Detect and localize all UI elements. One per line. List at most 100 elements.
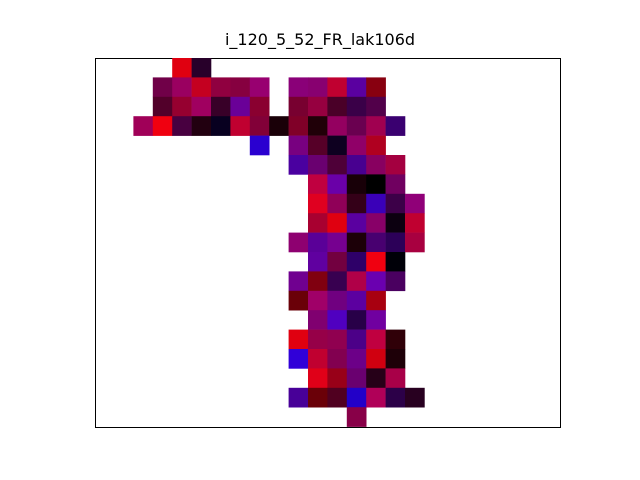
heatmap-cell (346, 310, 367, 330)
heatmap-cell (133, 116, 154, 136)
heatmap-cell (230, 77, 251, 98)
heatmap-cell (366, 193, 386, 214)
heatmap-cell (385, 232, 406, 253)
heatmap-cell (327, 77, 348, 98)
heatmap-cell (366, 252, 386, 272)
heatmap-cells (133, 58, 425, 427)
heatmap-cell (249, 116, 270, 136)
heatmap-cell (308, 290, 328, 311)
heatmap-cell (308, 155, 328, 175)
heatmap-cell (288, 349, 309, 369)
heatmap-cell (327, 232, 348, 253)
heatmap-cell (405, 387, 425, 408)
heatmap-cell (327, 368, 348, 389)
heatmap-cell (366, 135, 386, 156)
heatmap-cell (346, 271, 367, 292)
heatmap-cell (327, 349, 348, 369)
heatmap-cell (308, 368, 328, 389)
heatmap-cell (366, 349, 386, 369)
heatmap-cell (327, 213, 348, 233)
chart-title: i_120_5_52_FR_lak106d (224, 30, 416, 49)
heatmap-cell (191, 58, 212, 78)
heatmap-cell (308, 96, 328, 117)
heatmap-cell (366, 387, 386, 408)
heatmap-cell (366, 174, 386, 195)
heatmap-cell (385, 213, 406, 233)
heatmap-cell (308, 77, 328, 98)
heatmap-cell (308, 349, 328, 369)
heatmap-cell (385, 271, 406, 292)
heatmap-cell (346, 116, 367, 136)
heatmap-cell (366, 77, 386, 98)
heatmap-cell (308, 213, 328, 233)
heatmap-cell (288, 290, 309, 311)
heatmap-cell (288, 329, 309, 350)
heatmap-cell (346, 193, 367, 214)
heatmap-cell (327, 329, 348, 350)
heatmap-cell (385, 387, 406, 408)
heatmap-cell (308, 174, 328, 195)
heatmap-cell (172, 58, 192, 78)
heatmap-cell (366, 310, 386, 330)
heatmap-cell (346, 329, 367, 350)
heatmap-cell (366, 213, 386, 233)
heatmap-cell (288, 135, 309, 156)
heatmap-cell (288, 232, 309, 253)
heatmap-cell (327, 174, 348, 195)
heatmap-cell (152, 77, 173, 98)
heatmap-cell (152, 116, 173, 136)
heatmap-cell (346, 387, 367, 408)
heatmap-cell (327, 96, 348, 117)
heatmap-cell (191, 77, 212, 98)
heatmap-cell (172, 96, 192, 117)
heatmap-cell (405, 193, 425, 214)
heatmap-cell (308, 252, 328, 272)
heatmap-cell (327, 116, 348, 136)
heatmap-cell (346, 349, 367, 369)
heatmap-cell (327, 387, 348, 408)
heatmap-cell (346, 135, 367, 156)
heatmap-cell (308, 387, 328, 408)
heatmap-cell (346, 232, 367, 253)
heatmap-cell (366, 96, 386, 117)
heatmap-cell (327, 155, 348, 175)
heatmap-cell (308, 116, 328, 136)
heatmap-cell (366, 116, 386, 136)
heatmap-cell (308, 271, 328, 292)
heatmap-cell (308, 329, 328, 350)
heatmap-cell (191, 96, 212, 117)
heatmap-cell (308, 193, 328, 214)
heatmap-cell (366, 290, 386, 311)
heatmap-cell (385, 174, 406, 195)
heatmap-cell (172, 116, 192, 136)
heatmap-cell (288, 155, 309, 175)
heatmap-cell (288, 387, 309, 408)
heatmap-cell (308, 232, 328, 253)
heatmap-cell (327, 290, 348, 311)
heatmap-cell (327, 310, 348, 330)
heatmap-cell (211, 116, 231, 136)
heatmap-cell (366, 271, 386, 292)
heatmap-cell (230, 96, 251, 117)
heatmap-cell (327, 135, 348, 156)
heatmap-cell (327, 271, 348, 292)
heatmap-cell (327, 252, 348, 272)
heatmap-cell (346, 77, 367, 98)
heatmap-cell (385, 116, 406, 136)
heatmap-cell (288, 116, 309, 136)
heatmap-cell (327, 193, 348, 214)
heatmap-cell (346, 174, 367, 195)
heatmap-cell (308, 310, 328, 330)
heatmap-cell (211, 77, 231, 98)
heatmap-cell (249, 96, 270, 117)
heatmap-cell (346, 290, 367, 311)
heatmap-cell (346, 407, 367, 427)
heatmap-cell (308, 135, 328, 156)
heatmap-cell (211, 96, 231, 117)
heatmap-cell (288, 271, 309, 292)
plot-frame (95, 58, 561, 428)
heatmap-cell (405, 213, 425, 233)
heatmap-cell (385, 155, 406, 175)
heatmap-cell (385, 368, 406, 389)
